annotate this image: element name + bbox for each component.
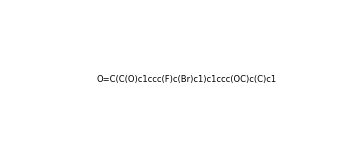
Text: O=C(C(O)c1ccc(F)c(Br)c1)c1ccc(OC)c(C)c1: O=C(C(O)c1ccc(F)c(Br)c1)c1ccc(OC)c(C)c1 (96, 75, 277, 84)
